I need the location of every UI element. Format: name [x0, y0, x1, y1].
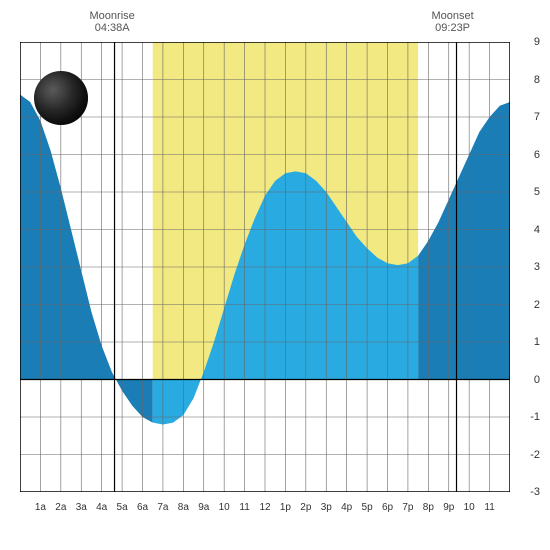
y-tick-label: 5	[534, 186, 540, 198]
moonset-label: Moonset 09:23P	[432, 10, 474, 34]
y-tick-label: 4	[534, 224, 540, 236]
y-tick-label: -3	[530, 486, 540, 498]
moonrise-time: 04:38A	[90, 22, 135, 34]
y-tick-label: 9	[534, 36, 540, 48]
x-tick-label: 6a	[137, 502, 148, 513]
y-tick-label: 8	[534, 74, 540, 86]
y-tick-label: 6	[534, 149, 540, 161]
x-tick-label: 8p	[423, 502, 434, 513]
x-tick-label: 4a	[96, 502, 107, 513]
x-tick-label: 10	[219, 502, 230, 513]
x-tick-label: 8a	[178, 502, 189, 513]
moonset-title: Moonset	[432, 10, 474, 22]
header-labels: Moonrise 04:38A Moonset 09:23P	[0, 10, 550, 40]
y-tick-label: 3	[534, 261, 540, 273]
plot-svg	[20, 42, 510, 492]
x-tick-label: 4p	[341, 502, 352, 513]
tide-chart: Moonrise 04:38A Moonset 09:23P -3-2-1012…	[0, 0, 550, 550]
x-tick-label: 2p	[300, 502, 311, 513]
x-tick-label: 7p	[402, 502, 413, 513]
x-tick-label: 3a	[76, 502, 87, 513]
x-tick-label: 3p	[321, 502, 332, 513]
x-tick-label: 9p	[443, 502, 454, 513]
x-tick-label: 1p	[280, 502, 291, 513]
x-tick-label: 11	[239, 502, 249, 513]
moonset-time: 09:23P	[432, 22, 474, 34]
y-tick-label: -2	[530, 449, 540, 461]
x-tick-label: 11	[484, 502, 494, 513]
moonrise-title: Moonrise	[90, 10, 135, 22]
y-tick-label: 0	[534, 374, 540, 386]
x-tick-label: 1a	[35, 502, 46, 513]
x-tick-label: 7a	[157, 502, 168, 513]
moonrise-label: Moonrise 04:38A	[90, 10, 135, 34]
x-tick-label: 5p	[362, 502, 373, 513]
y-tick-label: 2	[534, 299, 540, 311]
moon-icon	[34, 71, 88, 125]
y-axis-labels: -3-2-10123456789	[520, 42, 540, 492]
y-tick-label: 1	[534, 336, 540, 348]
x-tick-label: 12	[259, 502, 270, 513]
y-tick-label: -1	[530, 411, 540, 423]
x-tick-label: 6p	[382, 502, 393, 513]
x-tick-label: 2a	[55, 502, 66, 513]
x-tick-label: 5a	[117, 502, 128, 513]
x-axis-labels: 1a 2a 3a 4a 5a 6a 7a 8a 9a 10 11 12 1p 2p 3p 4p 5p 6p 7p 8p…	[20, 502, 510, 522]
y-tick-label: 7	[534, 111, 540, 123]
plot-area	[20, 42, 510, 492]
x-tick-label: 9a	[198, 502, 209, 513]
x-tick-label: 10	[464, 502, 475, 513]
